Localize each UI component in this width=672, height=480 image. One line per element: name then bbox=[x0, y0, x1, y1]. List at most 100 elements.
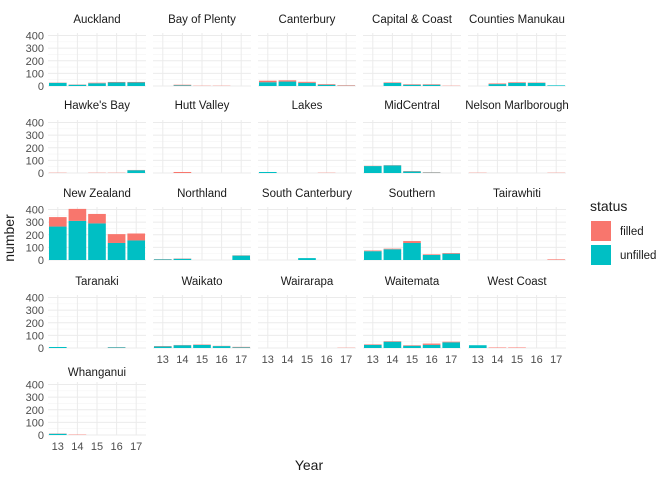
y-tick-label: 200 bbox=[26, 405, 44, 417]
bar-filled bbox=[508, 82, 526, 83]
bar-unfilled bbox=[153, 259, 172, 260]
x-tick-label: 13 bbox=[472, 354, 484, 366]
bar-filled bbox=[363, 344, 382, 345]
bar-unfilled bbox=[383, 82, 402, 86]
panel-nelson-marlborough: Nelson Marlborough bbox=[465, 100, 569, 174]
panel-title: MidCentral bbox=[384, 100, 440, 112]
y-tick-label: 100 bbox=[26, 330, 44, 342]
bar-unfilled bbox=[422, 344, 441, 348]
panel-title: South Canterbury bbox=[262, 188, 352, 200]
bar-filled bbox=[488, 347, 507, 348]
bar-filled bbox=[422, 343, 441, 345]
x-tick-label: 15 bbox=[301, 354, 313, 366]
y-tick-label: 400 bbox=[26, 118, 44, 130]
bar-unfilled bbox=[127, 82, 146, 86]
panel-waitemata: Waitemata 13 14 15 16 17 bbox=[363, 276, 461, 366]
y-tick-label: 300 bbox=[26, 130, 44, 142]
bar-filled bbox=[317, 84, 336, 85]
bar-filled bbox=[278, 80, 297, 82]
bar-filled bbox=[442, 253, 461, 254]
y-tick-label: 0 bbox=[38, 430, 44, 442]
bar-filled bbox=[48, 217, 67, 227]
bar-unfilled bbox=[153, 346, 172, 348]
bar-unfilled bbox=[88, 83, 106, 86]
x-tick-label: 17 bbox=[445, 354, 457, 366]
panel-title: Capital & Coast bbox=[372, 14, 453, 26]
bar-unfilled bbox=[383, 341, 402, 348]
panel-southern: Southern bbox=[363, 188, 461, 261]
bar-unfilled bbox=[68, 84, 87, 86]
bar-unfilled bbox=[173, 345, 192, 348]
y-tick-label: 100 bbox=[26, 155, 44, 167]
y-tick-label: 400 bbox=[26, 380, 44, 392]
legend-title: status bbox=[590, 198, 627, 214]
y-tick-label: 100 bbox=[26, 417, 44, 429]
bar-filled bbox=[488, 83, 507, 85]
bar-filled bbox=[298, 81, 316, 83]
bar-unfilled bbox=[212, 346, 231, 348]
bar-filled bbox=[403, 345, 421, 346]
bar-filled bbox=[383, 341, 402, 342]
x-tick-label: 17 bbox=[340, 354, 352, 366]
bar-filled bbox=[337, 85, 356, 86]
x-tick-label: 14 bbox=[71, 441, 83, 453]
x-tick-label: 15 bbox=[406, 354, 418, 366]
x-tick-label: 13 bbox=[157, 354, 169, 366]
y-tick-label: 200 bbox=[26, 318, 44, 330]
bar-unfilled bbox=[127, 240, 146, 260]
panel-title: Hawke's Bay bbox=[64, 100, 130, 112]
bar-unfilled bbox=[298, 82, 316, 86]
bar-filled bbox=[107, 234, 126, 243]
bar-filled bbox=[68, 208, 87, 221]
bar-filled bbox=[88, 213, 106, 224]
bar-unfilled bbox=[107, 242, 126, 260]
y-tick-label: 400 bbox=[26, 293, 44, 305]
bar-unfilled bbox=[488, 84, 507, 86]
legend-key-filled bbox=[591, 221, 611, 241]
bar-unfilled bbox=[48, 226, 67, 260]
bar-filled bbox=[442, 341, 461, 343]
x-tick-label: 13 bbox=[262, 354, 274, 366]
bar-unfilled bbox=[508, 82, 526, 86]
bar-filled bbox=[173, 171, 192, 173]
bar-filled bbox=[107, 81, 126, 83]
panel-wairarapa: Wairarapa 13 14 15 16 17 bbox=[258, 276, 356, 366]
bar-unfilled bbox=[48, 433, 67, 435]
bar-filled bbox=[422, 254, 441, 255]
y-tick-label: 400 bbox=[26, 31, 44, 43]
x-tick-label: 14 bbox=[491, 354, 503, 366]
legend: status filled unfilled bbox=[590, 198, 656, 265]
bar-unfilled bbox=[363, 344, 382, 348]
bar-unfilled bbox=[88, 223, 106, 260]
panel-hutt-valley: Hutt Valley bbox=[153, 100, 251, 174]
bar-filled bbox=[127, 233, 146, 241]
bar-unfilled bbox=[527, 82, 546, 86]
y-axis-title: number bbox=[1, 214, 17, 262]
y-tick-label: 0 bbox=[38, 81, 44, 93]
y-tick-label: 0 bbox=[38, 168, 44, 180]
bar-filled bbox=[508, 347, 526, 348]
y-tick-label: 200 bbox=[26, 230, 44, 242]
panel-title: Hutt Valley bbox=[175, 100, 230, 112]
bar-unfilled bbox=[68, 220, 87, 260]
bar-filled bbox=[232, 346, 251, 348]
x-axis-title: Year bbox=[295, 457, 324, 473]
x-tick-label: 13 bbox=[367, 354, 379, 366]
panel-title: Tairawhiti bbox=[493, 188, 541, 200]
x-tick-label: 15 bbox=[91, 441, 103, 453]
y-tick-label: 300 bbox=[26, 392, 44, 404]
bar-unfilled bbox=[383, 249, 402, 260]
panel-lakes: Lakes bbox=[258, 100, 356, 174]
bar-unfilled bbox=[193, 344, 211, 348]
bar-unfilled bbox=[363, 166, 382, 173]
legend-label-filled: filled bbox=[620, 226, 644, 238]
x-tick-label: 15 bbox=[511, 354, 523, 366]
y-tick-label: 0 bbox=[38, 255, 44, 267]
x-tick-label: 16 bbox=[110, 441, 122, 453]
bar-filled bbox=[383, 82, 402, 83]
